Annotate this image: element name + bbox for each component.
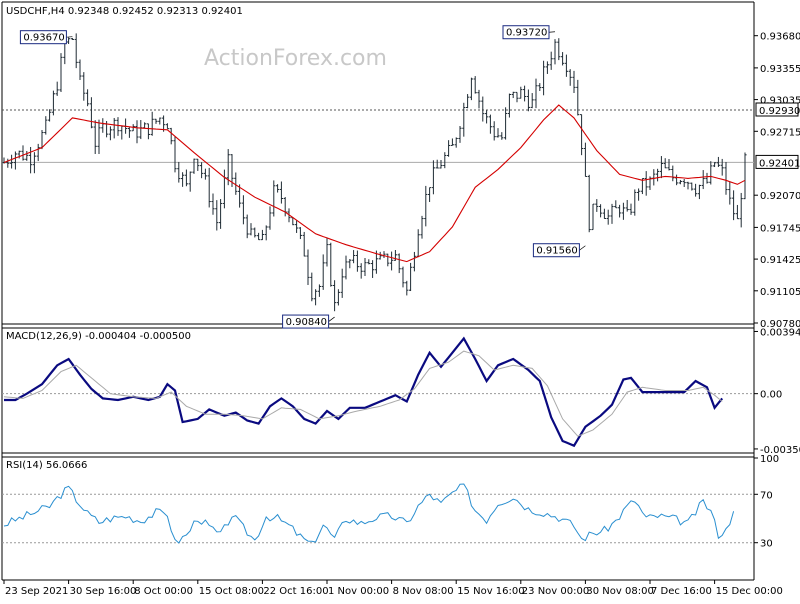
rsi-levels: [2, 493, 754, 544]
rsi-axis-label: 30: [760, 539, 773, 550]
time-axis-label: 23 Nov 00:00: [522, 586, 589, 597]
time-axis-label: 7 Dec 16:00: [651, 586, 712, 597]
macd-axis: 0.003944 0.00 -0.003506: [754, 327, 800, 456]
macd-axis-label: -0.003506: [760, 445, 800, 456]
annotation-leader: [66, 36, 73, 38]
time-axis-label: 15 Dec 00:00: [716, 586, 783, 597]
price-axis-label: 0.92715: [760, 127, 800, 138]
current-price-axis-label-box: [755, 154, 799, 169]
price-axis-label: 0.91105: [760, 287, 800, 298]
macd-title: MACD(12,26,9) -0.000404 -0.000500: [6, 331, 191, 342]
chart-symbol-header: USDCHF,H4 0.92348 0.92452 0.92313 0.9240…: [6, 6, 243, 17]
price-axis: 0.93680 0.93355 0.93035 0.92715 0.92070 0.917…: [754, 32, 800, 330]
rsi-axis-label: 70: [760, 490, 773, 501]
annotation-box: [532, 243, 580, 258]
current-price-axis-label: 0.92401: [759, 158, 800, 169]
time-axis: 23 Sep 2021 30 Sep 16:008 Oct 00:00 15 Oct…: [3, 580, 783, 597]
price-axis-label: 0.91745: [760, 223, 800, 234]
resistance-axis-label: 0.92930: [759, 106, 800, 117]
annotation-label: 0.93670: [23, 33, 64, 44]
annotation-leader: [548, 31, 556, 33]
annotation-label: 0.93720: [506, 28, 547, 39]
macd-axis-label: 0.00: [760, 390, 782, 401]
signal-line: [3, 350, 723, 437]
moving-average: [3, 104, 746, 263]
time-axis-label: 23 Sep 2021: [5, 586, 68, 597]
moving-average-line: [3, 104, 746, 263]
annotation-label: 0.90840: [286, 317, 327, 328]
annotation-leader: [328, 316, 335, 322]
price-axis-label: 0.90780: [760, 319, 800, 330]
watermark-text: ActionForex.com: [204, 46, 387, 71]
time-axis-label: 30 Sep 16:00: [70, 586, 137, 597]
annotation-label: 0.91560: [536, 246, 577, 257]
price-annotations: 0.93670 0.93720 0.91560 0.90840: [19, 25, 586, 329]
resistance-axis-label-box: [755, 102, 799, 117]
rsi-line: [3, 483, 735, 544]
price-axis-label: 0.93035: [760, 96, 800, 107]
time-axis-label: 15 Nov 16:00: [457, 586, 524, 597]
annotation-box: [19, 30, 67, 45]
price-axis-label: 0.93355: [760, 64, 800, 75]
time-axis-label: 22 Oct 16:00: [263, 586, 328, 597]
time-axis-label: 30 Nov 08:00: [586, 586, 653, 597]
macd-line: [4, 336, 724, 448]
price-axis-label: 0.91425: [760, 255, 800, 266]
macd-axis-label: 0.003944: [760, 327, 800, 338]
annotation-box: [502, 25, 550, 40]
price-bars: [2, 33, 747, 312]
macd-lines: [3, 336, 724, 448]
time-axis-label: 8 Oct 00:00: [134, 586, 193, 597]
annotation-leader: [579, 245, 586, 251]
rsi-axis: 100 70 30: [754, 454, 779, 550]
rsi-line: [3, 483, 735, 544]
price-reference-lines: [2, 109, 754, 163]
panel-frames: [1, 1, 755, 581]
annotation-box: [282, 314, 330, 329]
price-axis-label: 0.92070: [760, 191, 800, 202]
time-axis-label: 1 Nov 00:00: [328, 586, 389, 597]
rsi-title: RSI(14) 56.0666: [6, 460, 87, 471]
time-axis-label: 15 Oct 08:00: [199, 586, 264, 597]
rsi-axis-label: 100: [760, 454, 779, 465]
time-axis-label: 8 Nov 08:00: [393, 586, 454, 597]
price-axis-label: 0.93680: [760, 32, 800, 43]
